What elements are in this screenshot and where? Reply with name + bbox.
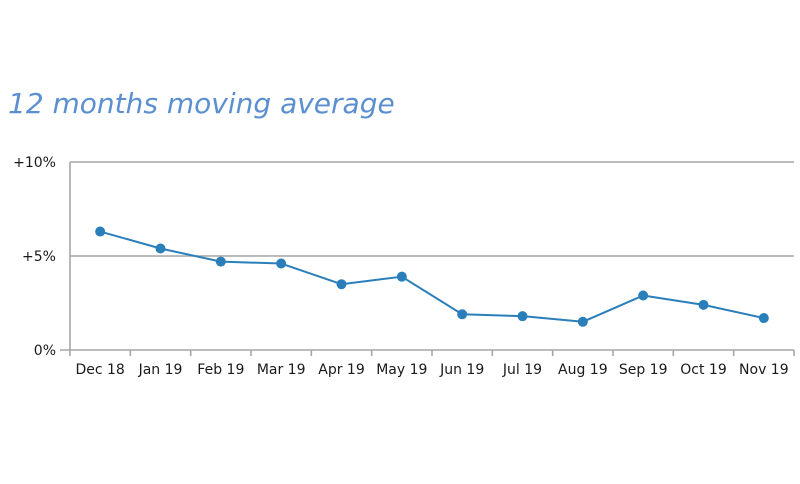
data-point xyxy=(517,311,528,322)
x-tick-label: Oct 19 xyxy=(680,362,726,378)
series-line xyxy=(99,230,765,323)
y-tick-label: +5% xyxy=(22,249,56,265)
gridlines xyxy=(70,161,794,257)
x-tick-label: Jul 19 xyxy=(502,362,542,378)
chart-title: 12 months moving average xyxy=(8,87,395,120)
y-axis-tick-labels: 0% +5% +10% xyxy=(13,155,56,359)
x-tick-label: Sep 19 xyxy=(619,362,668,378)
data-point xyxy=(336,279,347,290)
x-tick-label: May 19 xyxy=(376,362,427,378)
x-tick-label: Nov 19 xyxy=(739,362,789,378)
series-layer xyxy=(95,226,769,327)
data-point xyxy=(758,313,769,324)
data-point xyxy=(396,271,407,282)
x-tick-label: Mar 19 xyxy=(257,362,306,378)
data-point xyxy=(457,309,468,320)
y-tick-label: +10% xyxy=(13,155,56,171)
data-point xyxy=(638,290,649,301)
data-point xyxy=(577,316,588,327)
data-point xyxy=(276,258,287,269)
x-axis xyxy=(60,162,795,356)
x-axis-tick-labels: Dec 18 Jan 19 Feb 19 Mar 19 Apr 19 May 19 Jun … xyxy=(75,362,788,378)
data-point xyxy=(698,299,709,310)
data-point xyxy=(155,243,166,254)
x-tick-label: Aug 19 xyxy=(558,362,608,378)
x-tick-label: Apr 19 xyxy=(318,362,364,378)
data-point xyxy=(95,226,106,237)
data-point xyxy=(215,256,226,267)
x-tick-label: Feb 19 xyxy=(197,362,244,378)
x-tick-label: Jan 19 xyxy=(138,362,183,378)
y-tick-label: 0% xyxy=(34,343,56,359)
x-tick-label: Jun 19 xyxy=(439,362,484,378)
x-tick-label: Dec 18 xyxy=(75,362,124,378)
